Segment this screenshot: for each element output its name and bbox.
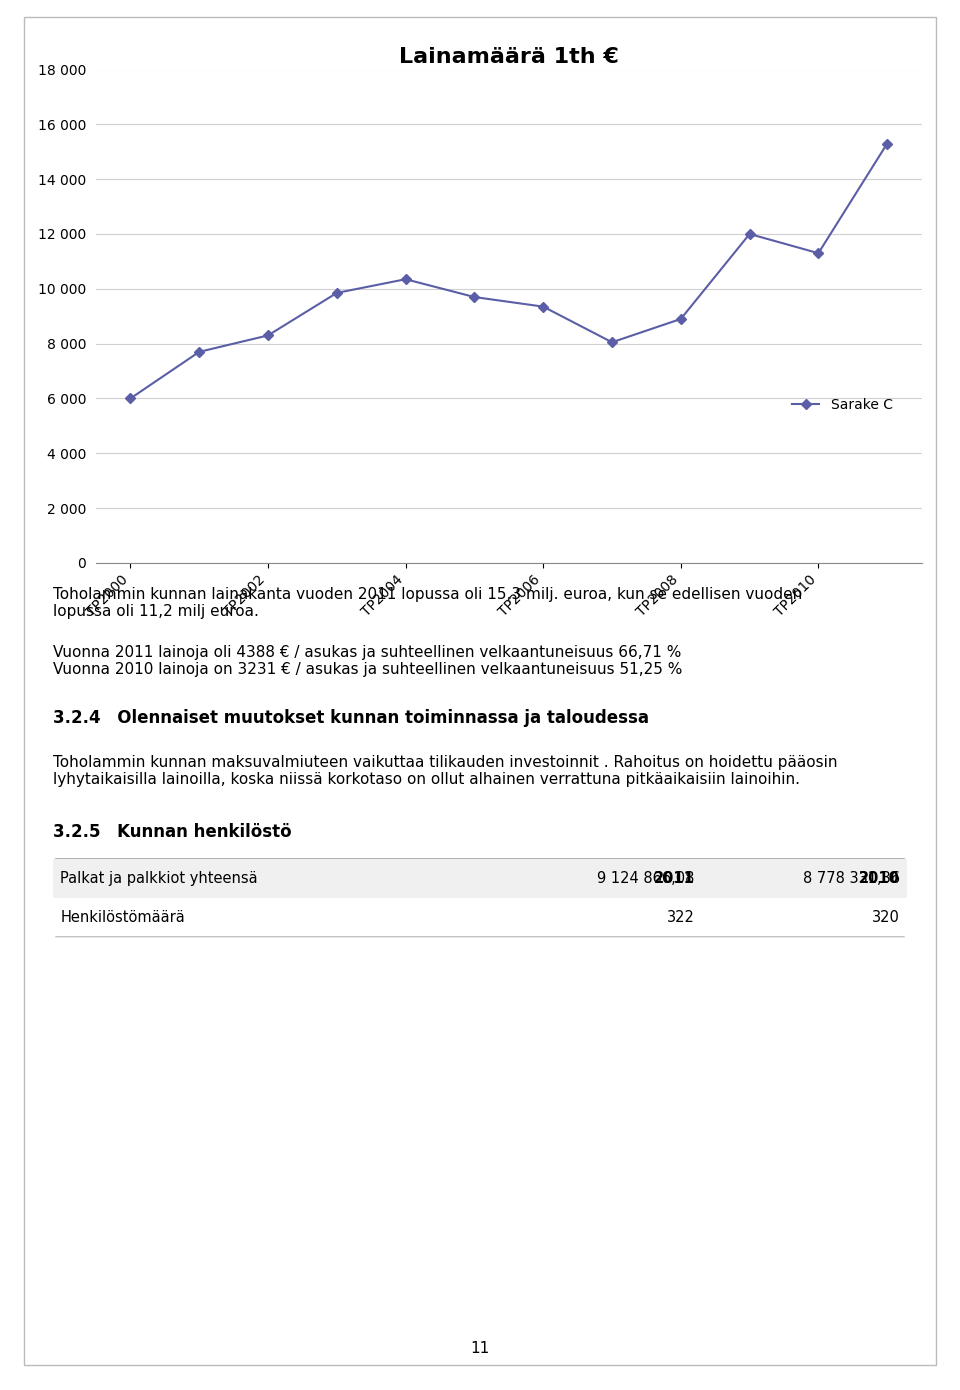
Text: Lainamäärä 1th €: Lainamäärä 1th € bbox=[398, 47, 619, 67]
Text: 3.2.4 Olennaiset muutokset kunnan toiminnassa ja taloudessa: 3.2.4 Olennaiset muutokset kunnan toimin… bbox=[53, 709, 649, 727]
Text: 320: 320 bbox=[872, 910, 900, 924]
Text: Toholammin kunnan maksuvalmiuteen vaikuttaa tilikauden investoinnit . Rahoitus o: Toholammin kunnan maksuvalmiuteen vaikut… bbox=[53, 755, 837, 787]
Text: 2011: 2011 bbox=[654, 872, 694, 885]
Text: 2010: 2010 bbox=[858, 872, 900, 885]
Text: Henkilöstömäärä: Henkilöstömäärä bbox=[60, 910, 185, 924]
Text: 3.2.5 Kunnan henkilöstö: 3.2.5 Kunnan henkilöstö bbox=[53, 823, 292, 841]
Text: 322: 322 bbox=[666, 910, 694, 924]
Text: 8 778 331,36: 8 778 331,36 bbox=[803, 872, 900, 885]
Text: 11: 11 bbox=[470, 1341, 490, 1355]
Text: 9 124 866,08: 9 124 866,08 bbox=[597, 872, 694, 885]
Text: Vuonna 2011 lainoja oli 4388 € / asukas ja suhteellinen velkaantuneisuus 66,71 %: Vuonna 2011 lainoja oli 4388 € / asukas … bbox=[53, 645, 683, 677]
Text: Palkat ja palkkiot yhteensä: Palkat ja palkkiot yhteensä bbox=[60, 872, 258, 885]
Text: Toholammin kunnan lainakanta vuoden 2011 lopussa oli 15,3 milj. euroa, kun se ed: Toholammin kunnan lainakanta vuoden 2011… bbox=[53, 587, 802, 619]
Legend: Sarake C: Sarake C bbox=[786, 393, 899, 418]
